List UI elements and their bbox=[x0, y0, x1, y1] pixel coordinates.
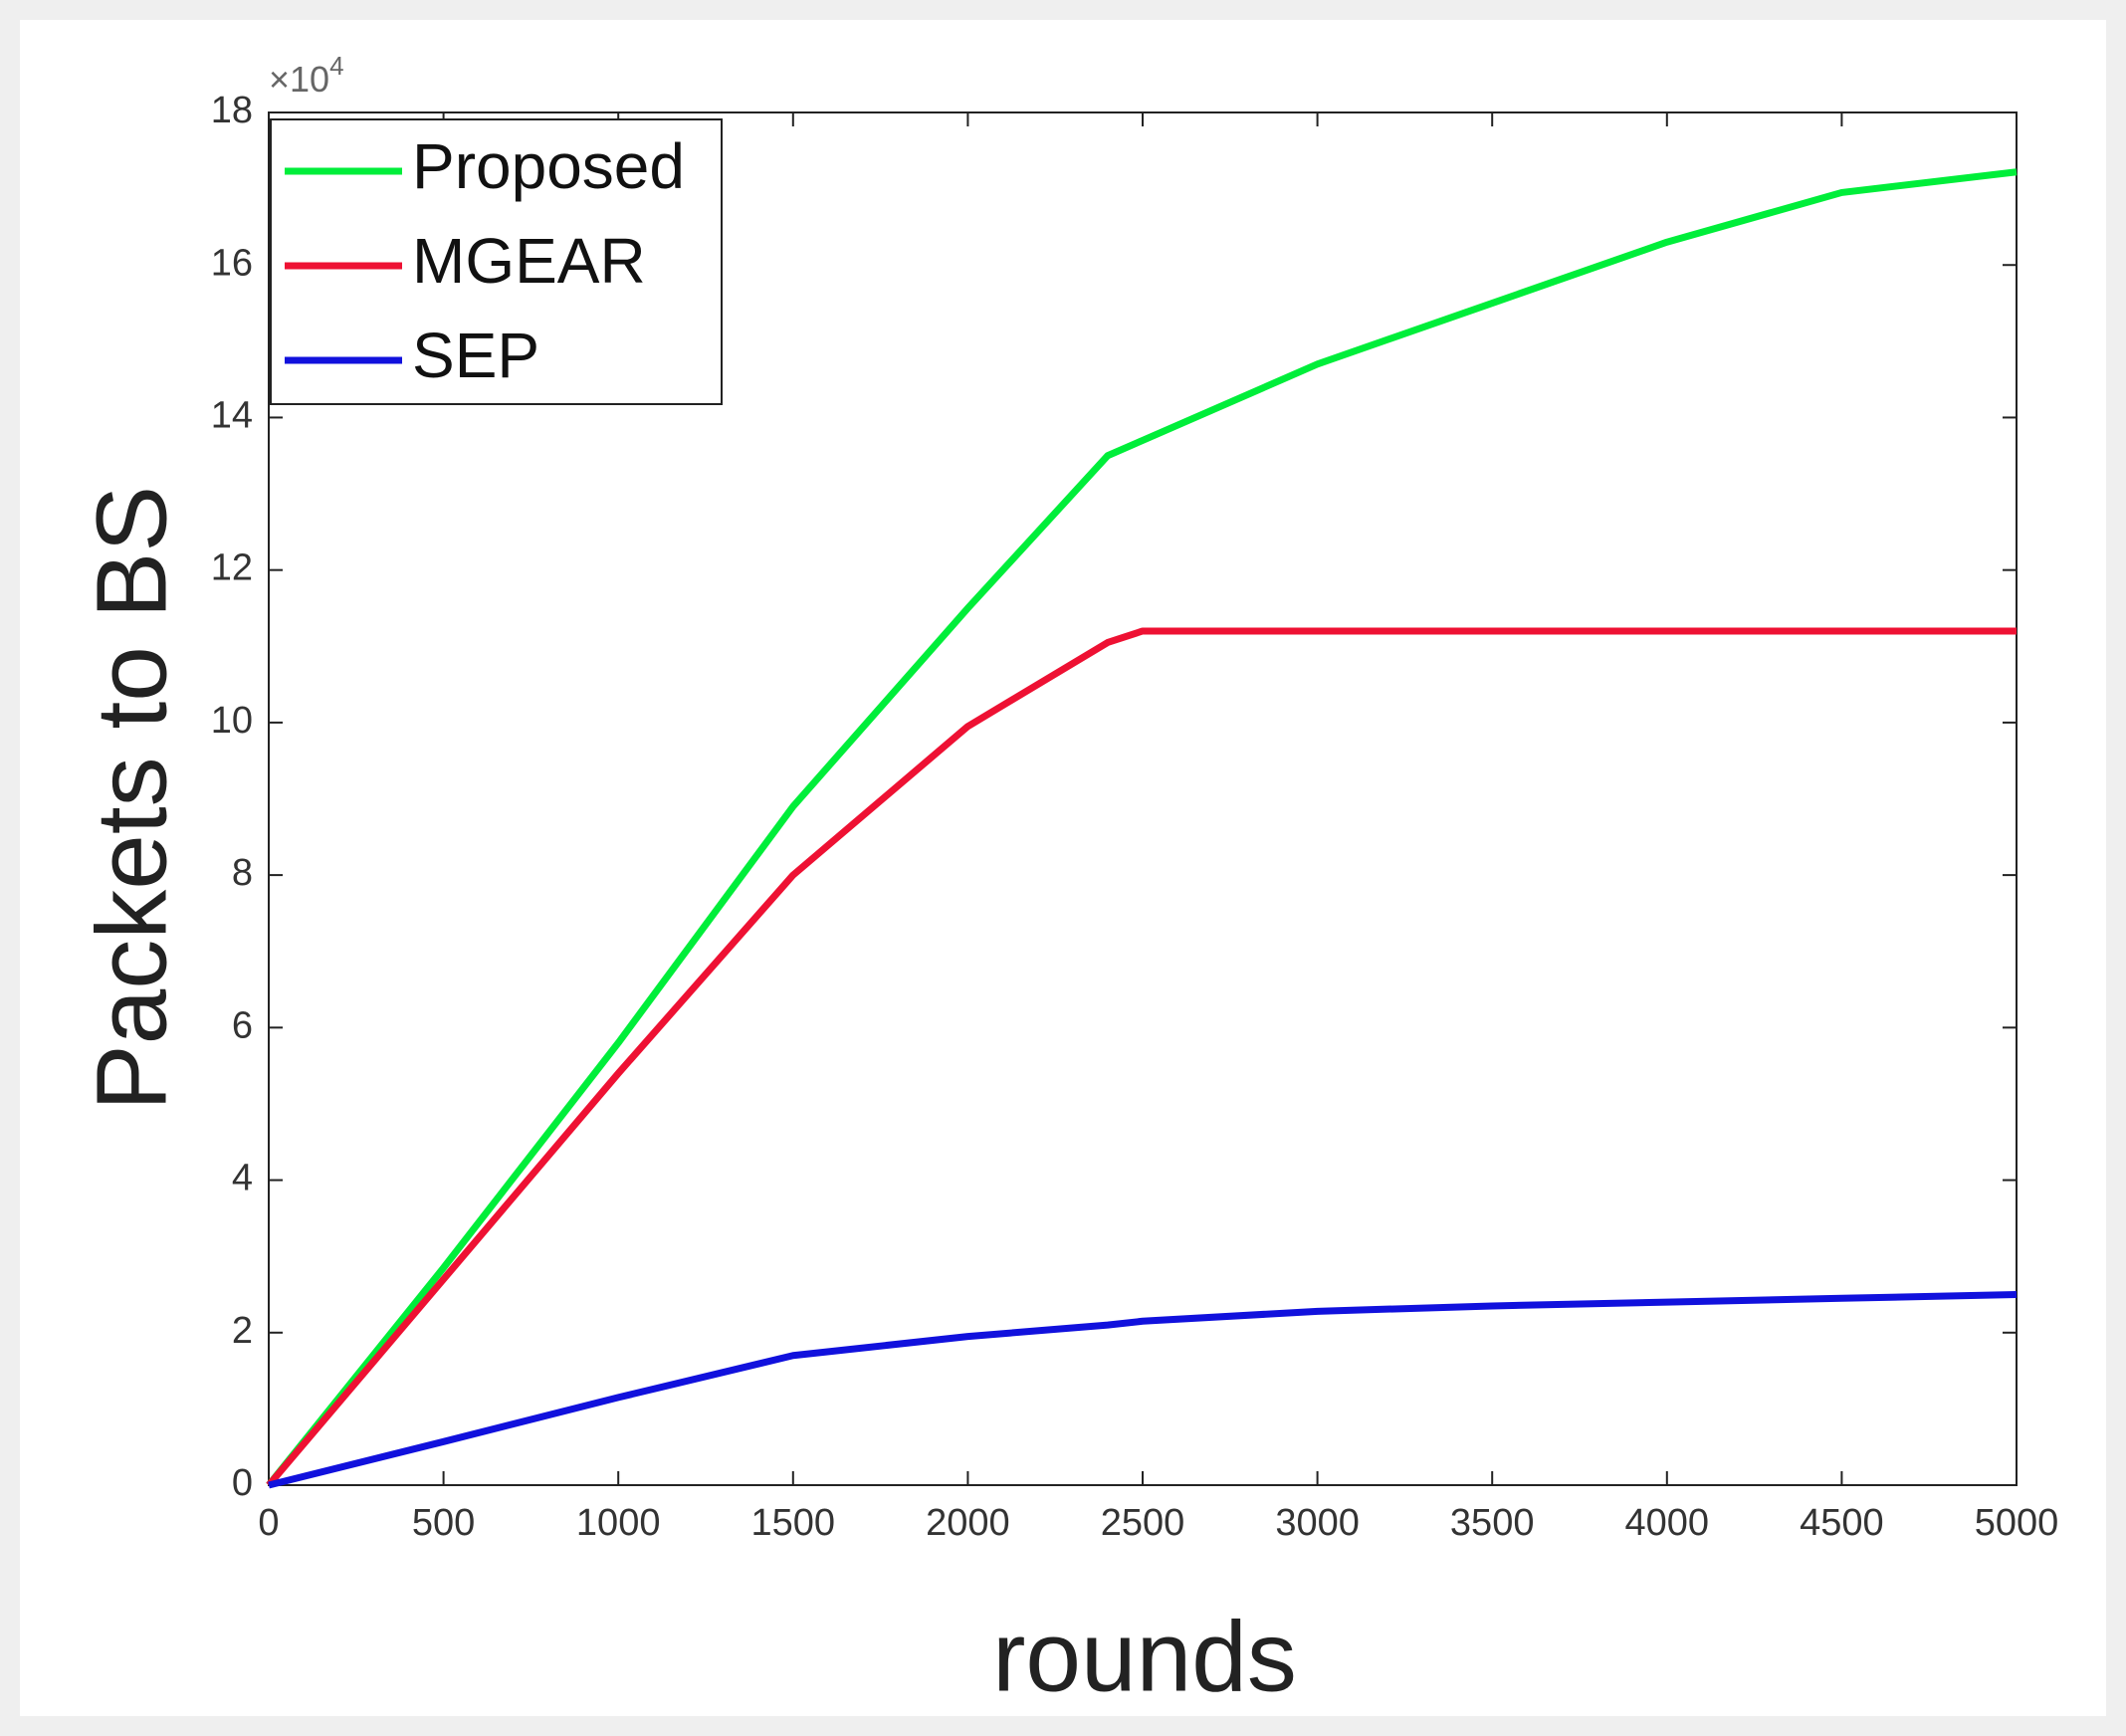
series-line bbox=[266, 627, 2017, 1488]
x-tick-label: 2000 bbox=[926, 1502, 1010, 1544]
y-tick-label: 18 bbox=[211, 90, 253, 131]
y-tick-label: 16 bbox=[211, 242, 253, 284]
x-tick-label: 4000 bbox=[1625, 1502, 1710, 1544]
y-tick-label: 14 bbox=[211, 394, 253, 436]
x-axis-label: rounds bbox=[992, 1601, 1297, 1712]
x-tick-label: 0 bbox=[258, 1502, 279, 1544]
y-tick-label: 10 bbox=[211, 700, 253, 742]
y-axis-label: Packets to BS bbox=[76, 486, 187, 1111]
y-tick-label: 4 bbox=[232, 1158, 253, 1199]
legend-label: SEP bbox=[412, 320, 539, 391]
y-tick-label: 12 bbox=[211, 547, 253, 589]
x-tick-label: 3500 bbox=[1450, 1502, 1535, 1544]
legend-box bbox=[270, 118, 723, 405]
legend-label: MGEAR bbox=[412, 225, 646, 297]
series-line bbox=[266, 168, 2018, 1488]
y-tick-label: 2 bbox=[232, 1310, 253, 1352]
x-tick-label: 5000 bbox=[1975, 1502, 2059, 1544]
x-tick-label: 4500 bbox=[1800, 1502, 1884, 1544]
x-tick-label: 2500 bbox=[1101, 1502, 1185, 1544]
legend-label: Proposed bbox=[412, 130, 685, 202]
y-tick-label: 6 bbox=[232, 1004, 253, 1046]
x-tick-label: 3000 bbox=[1275, 1502, 1360, 1544]
y-multiplier-exponent: 4 bbox=[329, 51, 343, 81]
x-tick-label: 1500 bbox=[751, 1502, 836, 1544]
y-tick-label: 0 bbox=[232, 1462, 253, 1504]
series-line bbox=[268, 1290, 2018, 1489]
y-multiplier: ×104 bbox=[269, 51, 344, 100]
x-tick-label: 1000 bbox=[576, 1502, 661, 1544]
y-multiplier-base: ×10 bbox=[269, 59, 329, 100]
x-tick-label: 500 bbox=[412, 1502, 475, 1544]
y-tick-label: 8 bbox=[232, 852, 253, 894]
